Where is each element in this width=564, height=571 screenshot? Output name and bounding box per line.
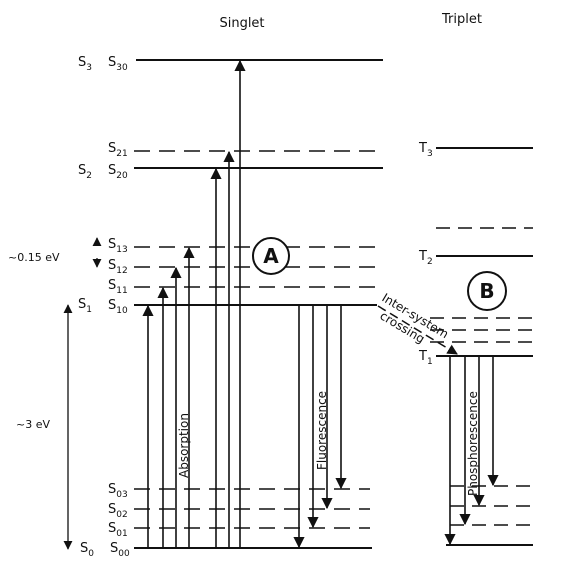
label-t3: T3: [418, 141, 433, 159]
triplet-state-labels: T3 T2 T1: [418, 141, 433, 367]
label-s3: S3: [78, 55, 92, 73]
marker-a: A: [252, 237, 290, 275]
vibrational-level-labels: S30 S21 S20 S13 S12 S11 S10 S03 S02 S01 …: [108, 55, 130, 559]
fluorescence-label: Fluorescence: [315, 391, 329, 470]
phosphorescence-label: Phosphorescence: [466, 391, 480, 496]
absorption-arrows: [142, 59, 246, 548]
fluorescence-arrows: [293, 306, 347, 549]
label-s01: S01: [108, 521, 128, 539]
electronic-state-labels: S3 S2 S1 S0: [78, 55, 94, 559]
absorption-label: Absorption: [177, 413, 191, 478]
label-s30: S30: [108, 55, 128, 73]
label-s2: S2: [78, 163, 92, 181]
label-t2: T2: [418, 249, 433, 267]
label-s13: S13: [108, 237, 128, 255]
label-s00: S00: [110, 541, 130, 559]
label-s20: S20: [108, 163, 128, 181]
label-s11: S11: [108, 278, 128, 296]
singlet-levels: [134, 59, 383, 549]
label-s21: S21: [108, 141, 128, 159]
label-s10: S10: [108, 298, 128, 316]
marker-b-circle: [467, 271, 507, 311]
energy-gap-label: ~3 eV: [16, 418, 50, 431]
intersystem-crossing-arrow: [377, 305, 458, 355]
triplet-header: Triplet: [441, 12, 482, 27]
label-s12: S12: [108, 258, 128, 276]
marker-a-text: A: [263, 244, 279, 268]
marker-a-circle: [252, 237, 290, 275]
singlet-header: Singlet: [219, 16, 264, 31]
marker-b: B: [467, 271, 507, 311]
label-s03: S03: [108, 482, 128, 500]
marker-b-text: B: [479, 279, 494, 303]
label-s1: S1: [78, 297, 92, 315]
phosphorescence-arrows: [444, 357, 499, 546]
label-s0: S0: [80, 541, 94, 559]
vibrational-spacing-label: ~0.15 eV: [8, 251, 60, 264]
label-t1: T1: [418, 349, 433, 367]
label-s02: S02: [108, 502, 128, 520]
